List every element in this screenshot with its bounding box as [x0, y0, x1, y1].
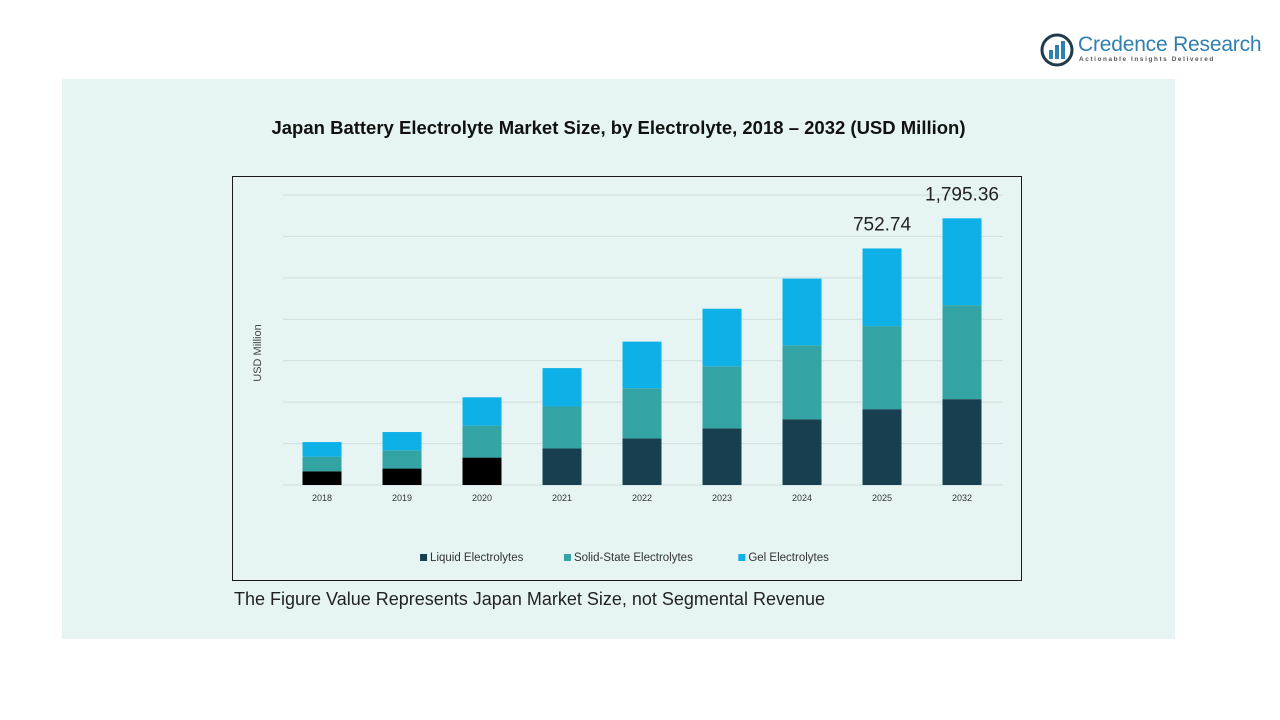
x-tick-label: 2024 [792, 493, 812, 503]
x-tick-label: 2021 [552, 493, 572, 503]
bar-solid-state-electrolytes-2023 [702, 366, 742, 429]
data-label: 1,795.36 [925, 184, 999, 205]
legend-swatch [738, 554, 746, 561]
legend-swatch [420, 554, 428, 561]
legend-label: Liquid Electrolytes [430, 552, 524, 564]
bar-liquid-electrolytes-2022 [622, 438, 662, 485]
brand-tagline: Actionable Insights Delivered [1079, 56, 1215, 63]
x-tick-label: 2020 [472, 493, 492, 503]
bar-gel-electrolytes-2025 [862, 248, 902, 327]
bar-liquid-electrolytes-2021 [542, 448, 582, 485]
bar-liquid-electrolytes-2032 [942, 399, 982, 485]
bar-solid-state-electrolytes-2032 [942, 305, 982, 400]
legend-label: Gel Electrolytes [748, 552, 829, 564]
bar-gel-electrolytes-2019 [382, 432, 422, 451]
x-tick-label: 2032 [952, 493, 972, 503]
chart-panel: Japan Battery Electrolyte Market Size, b… [62, 79, 1175, 639]
bar-gel-electrolytes-2022 [622, 341, 662, 389]
bar-liquid-electrolytes-2019 [382, 468, 422, 485]
bar-liquid-electrolytes-2018 [302, 471, 342, 485]
y-axis-label: USD Million [252, 324, 264, 381]
legend-swatch [563, 554, 571, 561]
bar-liquid-electrolytes-2023 [702, 428, 742, 485]
credence-logo-icon [1040, 33, 1074, 67]
x-tick-label: 2019 [392, 493, 412, 503]
bar-solid-state-electrolytes-2024 [782, 345, 822, 420]
bar-gel-electrolytes-2032 [942, 218, 982, 306]
bar-gel-electrolytes-2023 [702, 308, 742, 367]
bar-gel-electrolytes-2021 [542, 368, 582, 407]
bar-gel-electrolytes-2018 [302, 442, 342, 457]
bar-gel-electrolytes-2024 [782, 278, 822, 346]
legend-label: Solid-State Electrolytes [574, 552, 693, 564]
bar-solid-state-electrolytes-2019 [382, 450, 422, 469]
stacked-bar-chart: USD Million 2018 2019 2020 2021 2022 2023 2024 2… [252, 184, 1003, 564]
bar-solid-state-electrolytes-2020 [462, 425, 502, 458]
x-tick-label: 2023 [712, 493, 732, 503]
x-tick-label: 2025 [872, 493, 892, 503]
data-label: 752.74 [853, 214, 912, 235]
bar-liquid-electrolytes-2025 [862, 409, 902, 485]
bar-solid-state-electrolytes-2022 [622, 388, 662, 439]
bar-solid-state-electrolytes-2021 [542, 406, 582, 449]
x-tick-label: 2022 [632, 493, 652, 503]
chart-footnote: The Figure Value Represents Japan Market… [234, 589, 825, 609]
x-tick-label: 2018 [312, 493, 332, 503]
brand-logo: Credence Research Actionable Insights De… [1040, 33, 1262, 67]
bar-liquid-electrolytes-2020 [462, 457, 502, 485]
brand-name: Credence Research [1078, 33, 1262, 56]
bar-liquid-electrolytes-2024 [782, 419, 822, 485]
bar-gel-electrolytes-2020 [462, 397, 502, 426]
chart-title: Japan Battery Electrolyte Market Size, b… [271, 117, 966, 138]
bar-solid-state-electrolytes-2025 [862, 326, 902, 410]
chart-frame: USD Million 2018 2019 2020 2021 2022 2023 2024 2… [232, 176, 1022, 581]
bar-solid-state-electrolytes-2018 [302, 456, 342, 472]
